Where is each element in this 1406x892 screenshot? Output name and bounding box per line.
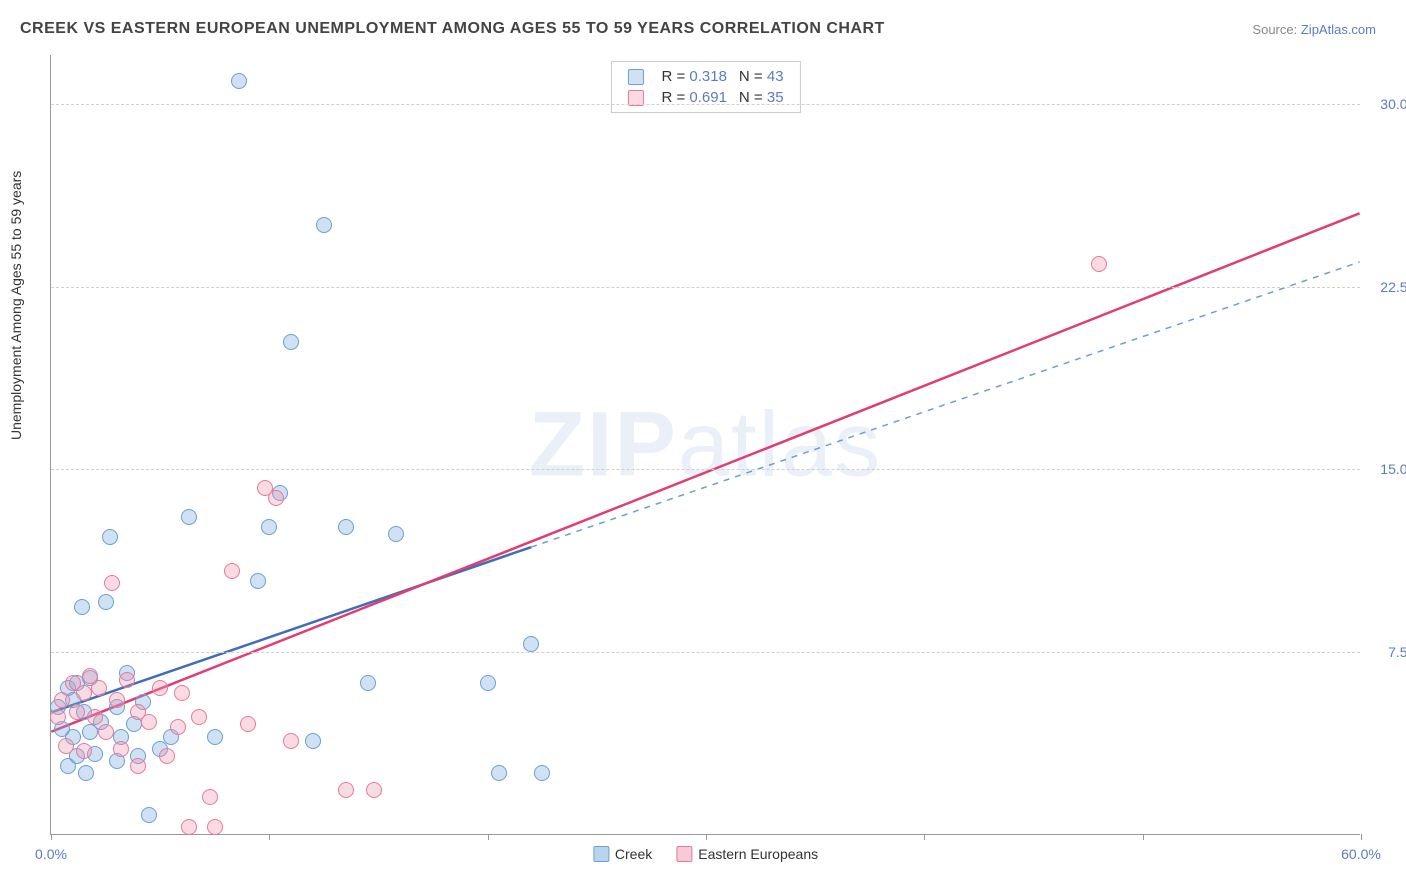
y-tick-label: 22.5% [1365, 279, 1406, 295]
scatter-point [388, 526, 404, 542]
y-axis-label: Unemployment Among Ages 55 to 59 years [8, 171, 24, 440]
scatter-point [87, 709, 103, 725]
scatter-point [191, 709, 207, 725]
scatter-point [69, 704, 85, 720]
scatter-point [360, 675, 376, 691]
x-tick [488, 834, 489, 840]
scatter-point [181, 819, 197, 835]
scatter-point [159, 748, 175, 764]
x-tick [269, 834, 270, 840]
source-link[interactable]: ZipAtlas.com [1301, 22, 1376, 37]
scatter-point [283, 733, 299, 749]
scatter-point [366, 782, 382, 798]
x-tick [706, 834, 707, 840]
scatter-point [141, 714, 157, 730]
scatter-point [98, 594, 114, 610]
scatter-point [119, 672, 135, 688]
scatter-point [174, 685, 190, 701]
legend-item: Eastern Europeans [676, 846, 818, 862]
scatter-point [338, 782, 354, 798]
scatter-point [98, 724, 114, 740]
x-tick [1361, 834, 1362, 840]
x-tick [924, 834, 925, 840]
x-tick [51, 834, 52, 840]
scatter-point [268, 490, 284, 506]
stats-row: R = 0.318N = 43 [627, 66, 783, 87]
scatter-point [207, 729, 223, 745]
scatter-point [534, 765, 550, 781]
scatter-point [305, 733, 321, 749]
scatter-point [480, 675, 496, 691]
x-tick-label: 60.0% [1341, 846, 1381, 862]
scatter-point [202, 789, 218, 805]
gridline-h [51, 469, 1360, 470]
gridline-h [51, 287, 1360, 288]
stats-row: R = 0.691N = 35 [627, 87, 783, 108]
y-tick-label: 15.0% [1365, 461, 1406, 477]
chart-container: CREEK VS EASTERN EUROPEAN UNEMPLOYMENT A… [0, 0, 1406, 892]
scatter-point [523, 636, 539, 652]
scatter-point [152, 680, 168, 696]
gridline-h [51, 104, 1360, 105]
scatter-point [50, 709, 66, 725]
scatter-point [283, 334, 299, 350]
scatter-point [250, 573, 266, 589]
scatter-point [316, 217, 332, 233]
scatter-point [491, 765, 507, 781]
stats-legend-box: R = 0.318N = 43R = 0.691N = 35 [610, 61, 800, 113]
y-tick-label: 7.5% [1365, 644, 1406, 660]
scatter-point [240, 716, 256, 732]
x-tick [1143, 834, 1144, 840]
scatter-point [54, 692, 70, 708]
scatter-point [91, 680, 107, 696]
scatter-point [102, 529, 118, 545]
scatter-point [109, 692, 125, 708]
scatter-point [170, 719, 186, 735]
scatter-point [261, 519, 277, 535]
scatter-point [141, 807, 157, 823]
watermark: ZIPatlas [529, 392, 882, 497]
bottom-legend: Creek Eastern Europeans [593, 846, 818, 862]
scatter-point [224, 563, 240, 579]
scatter-point [76, 743, 92, 759]
x-tick-label: 0.0% [35, 846, 67, 862]
scatter-point [58, 738, 74, 754]
scatter-point [207, 819, 223, 835]
y-tick-label: 30.0% [1365, 96, 1406, 112]
scatter-point [1091, 256, 1107, 272]
chart-title: CREEK VS EASTERN EUROPEAN UNEMPLOYMENT A… [20, 20, 885, 38]
scatter-point [231, 73, 247, 89]
scatter-point [76, 685, 92, 701]
plot-area: ZIPatlas R = 0.318N = 43R = 0.691N = 35 … [50, 55, 1360, 835]
scatter-point [181, 509, 197, 525]
scatter-point [104, 575, 120, 591]
source-label: Source: ZipAtlas.com [1252, 22, 1376, 37]
scatter-point [74, 599, 90, 615]
legend-item: Creek [593, 846, 652, 862]
gridline-h [51, 652, 1360, 653]
scatter-point [78, 765, 94, 781]
scatter-point [113, 741, 129, 757]
scatter-point [338, 519, 354, 535]
scatter-point [130, 758, 146, 774]
